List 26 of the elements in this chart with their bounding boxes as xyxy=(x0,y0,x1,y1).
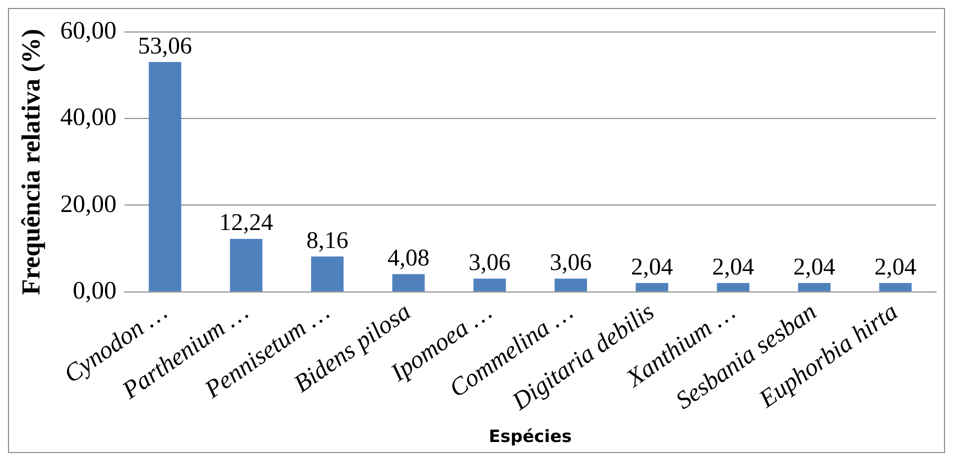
bar xyxy=(311,256,344,292)
data-label: 2,04 xyxy=(874,254,916,280)
bar xyxy=(554,278,588,292)
bar xyxy=(148,62,182,292)
y-tick-label: 40,00 xyxy=(60,104,116,132)
data-label: 4,08 xyxy=(387,245,430,272)
x-axis-title: Espécies xyxy=(488,427,572,448)
data-label: 2,04 xyxy=(630,254,673,280)
bar xyxy=(636,282,668,292)
data-label: 8,16 xyxy=(306,228,348,254)
y-tick-label: 0,00 xyxy=(72,277,116,304)
data-label: 53,06 xyxy=(138,33,192,60)
bar xyxy=(716,282,750,292)
bar xyxy=(230,238,262,292)
data-label: 12,24 xyxy=(219,210,274,236)
bar xyxy=(798,282,830,292)
data-label: 3,06 xyxy=(468,250,511,276)
data-label: 3,06 xyxy=(550,250,592,276)
y-tick-label: 20,00 xyxy=(60,190,116,218)
bar xyxy=(879,282,912,292)
data-label: 2,04 xyxy=(793,254,836,280)
bar xyxy=(473,278,506,292)
y-tick-label: 60,00 xyxy=(60,18,116,45)
bar xyxy=(392,274,425,292)
y-axis-title: Frequência relativa (%) xyxy=(16,28,46,296)
data-label: 2,04 xyxy=(712,254,754,280)
